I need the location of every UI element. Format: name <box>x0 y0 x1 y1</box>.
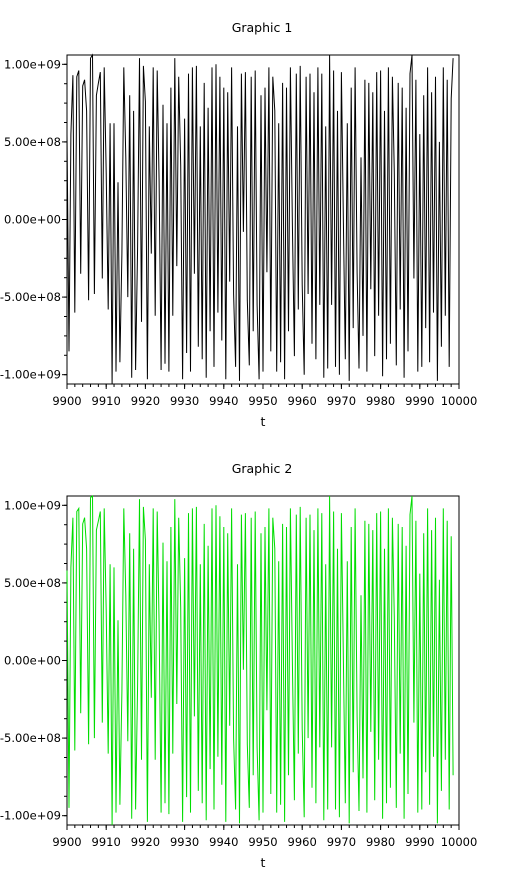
x-tick-label: 9910 <box>92 835 121 849</box>
x-tick-label: 9950 <box>248 394 277 408</box>
y-tick-label: -5.00e+08 <box>0 290 61 304</box>
x-tick-label: 10000 <box>441 835 478 849</box>
y-tick-label: -1.00e+09 <box>0 368 61 382</box>
chart-2-x-axis-label: t <box>261 855 266 870</box>
y-tick-label: -5.00e+08 <box>0 731 61 745</box>
y-tick-label: -1.00e+09 <box>0 809 61 823</box>
chart-2-x-axis: 9900 9910 9920 9930 9940 9950 9960 9970 9980 9990… <box>52 825 477 849</box>
y-tick-label: 5.00e+08 <box>4 576 61 590</box>
y-tick-label: 1.00e+09 <box>4 498 61 512</box>
x-tick-label: 9990 <box>405 394 434 408</box>
x-tick-label: 9900 <box>52 394 81 408</box>
x-tick-label: 9930 <box>170 835 199 849</box>
chart-1-y-axis: 1.00e+09 5.00e+08 0.00e+00 -5.00e+08 -1.00e+… <box>0 57 67 382</box>
chart-2-title: Graphic 2 <box>232 461 293 476</box>
x-tick-label: 10000 <box>441 394 478 408</box>
chart-1-series <box>66 53 454 385</box>
chart-1-title: Graphic 1 <box>232 20 293 35</box>
x-tick-label: 9950 <box>248 835 277 849</box>
chart-2-series-line-1 <box>66 494 454 826</box>
y-tick-label: 0.00e+00 <box>4 213 61 227</box>
x-tick-label: 9970 <box>327 835 356 849</box>
chart-1-x-axis-label: t <box>261 414 266 429</box>
x-tick-label: 9900 <box>52 835 81 849</box>
y-tick-label: 0.00e+00 <box>4 654 61 668</box>
x-tick-label: 9990 <box>405 835 434 849</box>
x-tick-label: 9930 <box>170 394 199 408</box>
x-tick-label: 9980 <box>366 394 395 408</box>
x-tick-label: 9920 <box>131 394 160 408</box>
chart-1-x-axis: 9900 9910 9920 9930 9940 9950 9960 9970 9980 9990… <box>52 384 477 408</box>
x-tick-label: 9910 <box>92 394 121 408</box>
chart-2: Graphic 2 1.00e+09 5.00e+08 0.00e+00 -5.00e… <box>0 461 477 870</box>
x-tick-label: 9980 <box>366 835 395 849</box>
y-tick-label: 1.00e+09 <box>4 57 61 71</box>
x-tick-label: 9940 <box>209 394 238 408</box>
chart-1: Graphic 1 1.00e+09 5.00e+08 0.00e+00 -5.00e… <box>0 20 477 429</box>
x-tick-label: 9940 <box>209 835 238 849</box>
x-tick-label: 9920 <box>131 835 160 849</box>
y-tick-label: 5.00e+08 <box>4 135 61 149</box>
x-tick-label: 9960 <box>288 835 317 849</box>
x-tick-label: 9960 <box>288 394 317 408</box>
chart-2-series <box>66 494 454 826</box>
chart-1-series-line-1 <box>66 53 454 385</box>
chart-2-y-axis: 1.00e+09 5.00e+08 0.00e+00 -5.00e+08 -1.00e+… <box>0 498 67 823</box>
x-tick-label: 9970 <box>327 394 356 408</box>
